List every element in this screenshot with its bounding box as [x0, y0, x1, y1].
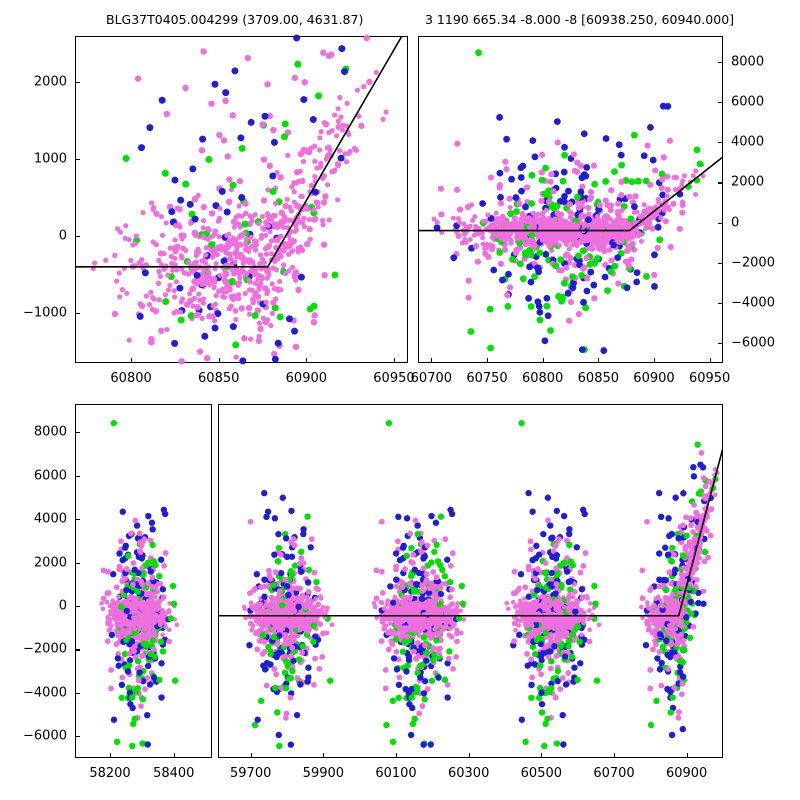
panel-bottom-segment-2[interactable] [218, 404, 723, 758]
tl-ytick-mark-3 [75, 312, 80, 315]
tr-xtick-label-0: 60700 [410, 371, 453, 386]
tr-ytick-label-1: 6000 [731, 94, 765, 110]
b1-xtick-mark-0 [250, 753, 252, 758]
b1-xtick-mark-2 [396, 753, 398, 758]
b0-xtick-mark-1 [173, 753, 175, 758]
tr-ytick-label-2: 4000 [731, 134, 765, 150]
tl-xtick-mark-0 [131, 358, 133, 363]
tl-xtick-label-1: 60850 [198, 371, 240, 386]
b0-ytick-mark-3 [75, 562, 80, 564]
tl-ytick-mark-1 [75, 159, 80, 161]
b0-ytick-label-0: 8000 [33, 424, 67, 440]
b0-ytick-label-4: 0 [58, 598, 67, 614]
tr-ytick-label-4: 0 [731, 215, 740, 231]
tr-ytick-mark-4 [718, 222, 723, 224]
tl-ytick-label-0: 2000 [33, 74, 67, 90]
tr-xtick-mark-0 [431, 358, 433, 363]
b0-xtick-label-0: 58200 [89, 766, 131, 781]
b0-xtick-mark-0 [110, 753, 112, 758]
b0-ytick-label-1: 6000 [33, 468, 67, 484]
b0-ytick-label-7: −6000 [23, 728, 67, 744]
tr-ytick-label-5: −2000 [731, 255, 775, 271]
tl-ytick-mark-0 [75, 82, 80, 84]
b0-ytick-mark-1 [75, 475, 80, 477]
tr-xtick-label-5: 60950 [688, 371, 731, 386]
tl-ytick-mark-2 [75, 236, 80, 238]
b0-ytick-mark-2 [75, 519, 80, 521]
b0-xtick-label-1: 58400 [153, 766, 195, 781]
tr-ytick-mark-6 [718, 302, 723, 304]
b1-xtick-mark-5 [614, 753, 616, 758]
tr-ytick-label-0: 8000 [731, 54, 765, 70]
b1-xtick-label-3: 60300 [447, 766, 490, 781]
tl-xtick-mark-1 [218, 358, 220, 363]
tr-ytick-mark-0 [718, 62, 723, 64]
b1-xtick-label-2: 60100 [375, 766, 417, 781]
b1-xtick-label-1: 59900 [302, 766, 345, 781]
b1-xtick-mark-1 [323, 753, 325, 758]
panel-title-right: 3 1190 665.34 -8.000 -8 [60938.250, 6094… [425, 12, 735, 27]
tr-xtick-mark-4 [653, 358, 656, 363]
tr-xtick-label-4: 60900 [633, 371, 675, 386]
tr-xtick-mark-2 [542, 358, 544, 363]
b0-ytick-label-5: −2000 [23, 641, 67, 657]
b1-xtick-mark-4 [541, 753, 543, 758]
tr-xtick-mark-5 [709, 358, 711, 363]
tr-xtick-label-2: 60800 [521, 371, 564, 386]
b0-ytick-mark-4 [75, 605, 80, 608]
tr-ytick-label-7: −6000 [731, 335, 775, 351]
b1-xtick-label-6: 60900 [665, 766, 708, 781]
panel-title-left: BLG37T0405.004299 (3709.00, 4631.87) [106, 12, 364, 27]
b0-ytick-mark-0 [75, 432, 80, 434]
b1-xtick-label-5: 60700 [593, 766, 635, 781]
tr-xtick-mark-1 [487, 358, 489, 363]
tr-xtick-label-3: 60850 [577, 371, 620, 386]
b1-xtick-mark-6 [686, 753, 688, 758]
b0-ytick-mark-5 [75, 649, 80, 651]
tr-ytick-mark-2 [718, 142, 723, 144]
tr-ytick-mark-5 [718, 262, 723, 264]
tl-ytick-label-1: 1000 [33, 151, 67, 167]
tl-xtick-label-3: 60950 [373, 371, 415, 386]
b1-xtick-label-4: 60500 [520, 766, 563, 781]
tl-xtick-mark-2 [306, 358, 308, 363]
tl-xtick-mark-3 [393, 358, 396, 363]
b0-ytick-label-3: 2000 [33, 555, 67, 571]
panel-bottom-segment-1[interactable] [75, 404, 212, 758]
tr-xtick-mark-3 [598, 358, 600, 363]
b0-ytick-mark-6 [75, 692, 80, 694]
b1-xtick-mark-3 [468, 753, 470, 758]
tl-ytick-label-3: −1000 [23, 305, 67, 321]
b0-ytick-mark-7 [75, 736, 80, 738]
panel-top-left-zoom[interactable] [75, 36, 408, 363]
tr-ytick-mark-1 [718, 102, 723, 104]
tr-ytick-mark-7 [718, 342, 723, 345]
tr-xtick-label-1: 60750 [466, 371, 508, 386]
tr-ytick-label-3: 2000 [731, 174, 765, 190]
tr-ytick-mark-3 [718, 182, 723, 184]
tl-xtick-label-2: 60900 [285, 371, 328, 386]
tr-ytick-label-6: −4000 [731, 295, 775, 311]
b0-ytick-label-2: 4000 [33, 511, 67, 527]
panel-top-right-zoom[interactable] [418, 36, 723, 363]
b1-xtick-label-0: 59700 [230, 766, 272, 781]
tl-xtick-label-0: 60800 [110, 371, 152, 386]
tl-ytick-label-2: 0 [58, 228, 67, 244]
b0-ytick-label-6: −4000 [23, 685, 67, 701]
